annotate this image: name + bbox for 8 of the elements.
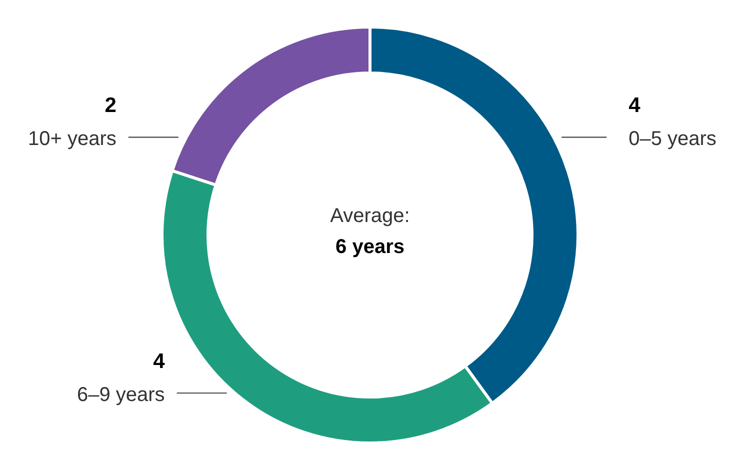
slice-label: 6–9 years	[76, 384, 165, 406]
data-label: 4	[153, 350, 166, 374]
text: Average:	[330, 205, 410, 227]
data-label: 4	[628, 94, 641, 118]
text: 6 years	[336, 236, 404, 258]
slice-label: 0–5 years	[628, 128, 716, 150]
slice-label: 10+ years	[28, 128, 116, 150]
data-label: 2	[104, 94, 116, 118]
